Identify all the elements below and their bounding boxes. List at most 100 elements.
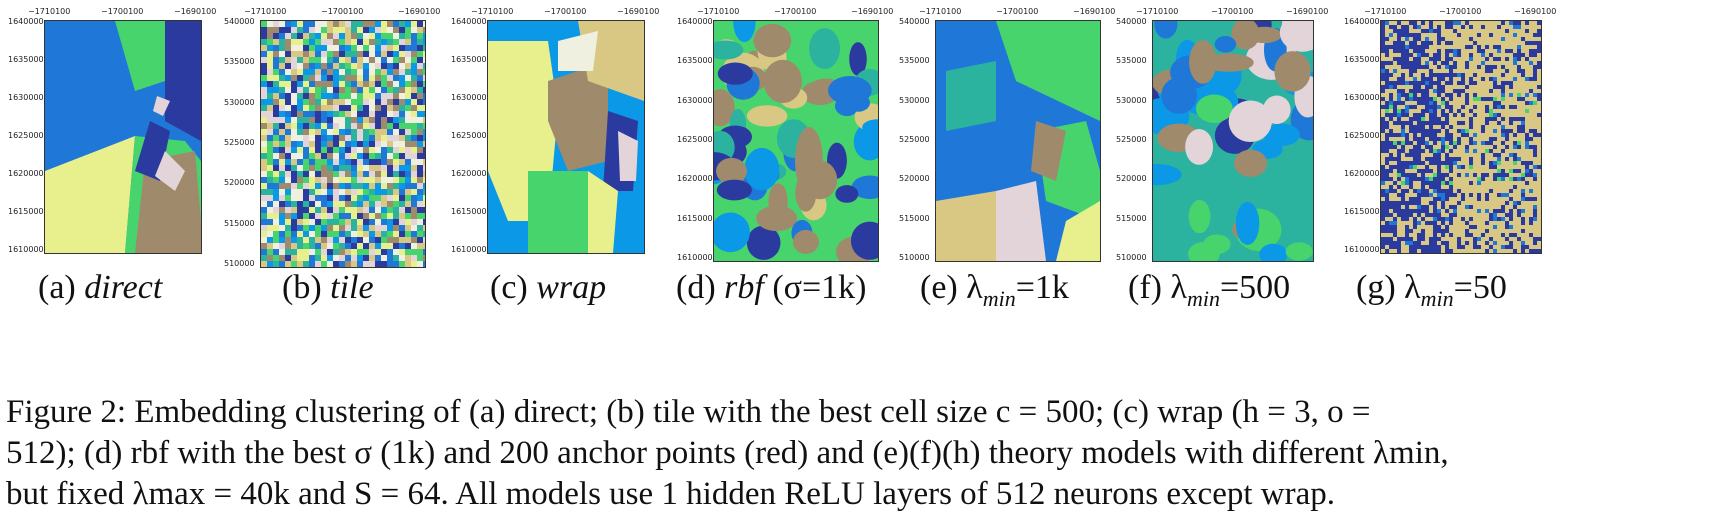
cluster-cell (1501, 205, 1505, 209)
tile-cell (285, 39, 291, 45)
tile-cell (273, 255, 279, 261)
y-tick-label: 1620000 (677, 174, 713, 184)
cluster-cell (1433, 237, 1437, 241)
cluster-cell (1433, 73, 1437, 77)
tile-cell (297, 57, 303, 63)
tile-cell (297, 201, 303, 207)
tile-cell (375, 219, 381, 225)
tile-cell (315, 171, 321, 177)
tile-cell (351, 57, 357, 63)
cluster-cell (1445, 161, 1449, 165)
tile-cell (327, 225, 333, 231)
cluster-cell (1497, 25, 1501, 29)
cluster-cell (1453, 73, 1457, 77)
tile-cell (369, 87, 375, 93)
cluster-cell (1521, 221, 1525, 225)
tile-cell (267, 255, 273, 261)
tile-cell (345, 39, 351, 45)
tile-cell (291, 153, 297, 159)
cluster-cell (1421, 97, 1425, 101)
tile-cell (423, 177, 425, 183)
cluster-cell (1449, 137, 1453, 141)
tile-cell (351, 123, 357, 129)
cluster-region (996, 21, 1100, 121)
tile-cell (393, 225, 399, 231)
y-tick-label: 1635000 (677, 56, 713, 66)
tile-cell (279, 195, 285, 201)
tile-cell (321, 57, 327, 63)
tile-cell (417, 147, 423, 153)
tile-cell (387, 243, 393, 249)
cluster-region (996, 181, 1046, 261)
tile-cell (351, 249, 357, 255)
cluster-cell (1433, 201, 1437, 205)
tile-cell (291, 201, 297, 207)
tile-cell (405, 117, 411, 123)
tile-cell (267, 189, 273, 195)
tile-cell (423, 243, 425, 249)
tile-cell (423, 75, 425, 81)
tile-cell (315, 75, 321, 81)
cluster-cell (1465, 21, 1469, 25)
tile-cell (387, 261, 393, 267)
tile-cell (351, 147, 357, 153)
cluster-cell (1505, 69, 1509, 73)
cluster-cell (1501, 105, 1505, 109)
tile-cell (369, 99, 375, 105)
cluster-cell (1525, 161, 1529, 165)
tile-cell (381, 237, 387, 243)
tile-cell (291, 177, 297, 183)
tile-cell (399, 249, 405, 255)
tile-cell (261, 231, 267, 237)
tile-cell (357, 219, 363, 225)
tile-cell (285, 195, 291, 201)
cluster-cell (1445, 189, 1449, 193)
cluster-cell (1437, 117, 1441, 121)
tile-cell (261, 243, 267, 249)
tile-cell (357, 153, 363, 159)
cluster-cell (1381, 89, 1385, 93)
cluster-cell (1425, 189, 1429, 193)
cluster-cell (1385, 53, 1389, 57)
cluster-cell (1389, 93, 1393, 97)
tile-cell (357, 177, 363, 183)
tile-cell (381, 201, 387, 207)
tile-cell (333, 189, 339, 195)
cluster-cell (1405, 217, 1409, 221)
tile-cell (291, 21, 297, 27)
panel-caption-prefix: (g) λ (1356, 269, 1421, 306)
tile-cell (381, 255, 387, 261)
cluster-cell (1457, 137, 1461, 141)
tile-cell (303, 171, 309, 177)
tile-cell (357, 231, 363, 237)
cluster-map-f (1152, 20, 1314, 262)
cluster-cell (1461, 77, 1465, 81)
tile-cell (363, 105, 369, 111)
cluster-cell (1525, 29, 1529, 33)
tile-cell (315, 27, 321, 33)
cluster-cell (1389, 157, 1393, 161)
tile-cell (387, 171, 393, 177)
tile-cell (345, 123, 351, 129)
cluster-blob (746, 105, 788, 127)
cluster-cell (1477, 245, 1481, 249)
tile-cell (339, 219, 345, 225)
tile-cell (273, 45, 279, 51)
cluster-cell (1525, 41, 1529, 45)
cluster-cell (1421, 101, 1425, 105)
tile-cell (363, 45, 369, 51)
tile-cell (321, 111, 327, 117)
y-tick-label: 1635000 (451, 55, 487, 64)
tile-cell (327, 27, 333, 33)
tile-cell (297, 63, 303, 69)
tile-cell (291, 99, 297, 105)
tile-cell (411, 93, 417, 99)
cluster-region (1056, 201, 1100, 261)
cluster-cell (1493, 177, 1497, 181)
cluster-cell (1413, 41, 1417, 45)
tile-cell (369, 135, 375, 141)
cluster-cell (1421, 137, 1425, 141)
tile-cell (297, 111, 303, 117)
cluster-cell (1425, 53, 1429, 57)
cluster-cell (1385, 201, 1389, 205)
